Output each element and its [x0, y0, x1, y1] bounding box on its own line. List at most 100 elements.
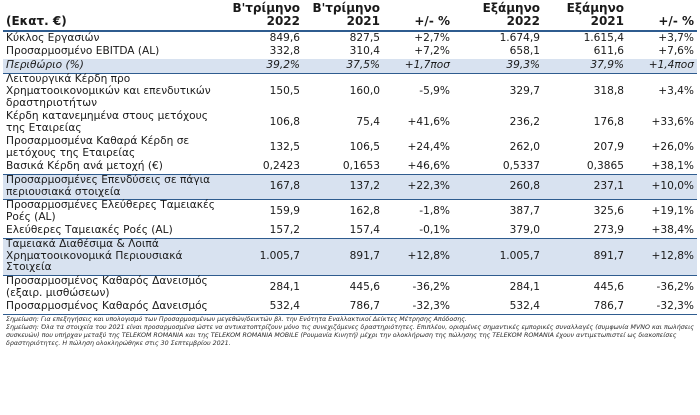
- cell-value: 75,4: [356, 115, 380, 128]
- row-label: Προσαρμοσμένα Καθαρά Κέρδη σε μετόχους τ…: [6, 134, 190, 159]
- cell-value: +7,2%: [414, 45, 450, 58]
- cell-value: 445,6: [349, 280, 380, 293]
- row-label: Λειτουργικά Κέρδη προ Χρηματοοικονομικών…: [6, 73, 211, 109]
- cell-value: +3,4%: [658, 84, 694, 97]
- cell-value: -32,3%: [412, 300, 450, 313]
- results-table: (Εκατ. €) Β'τρίμηνο 2022 Β'τρίμηνο 2021 +/…: [3, 0, 697, 314]
- table-row: Κύκλος Εργασιών 849,6 827,5 +2,7% 1.674,…: [3, 31, 697, 45]
- cell-value: -0,1%: [419, 223, 450, 236]
- cell-value: 236,2: [509, 115, 540, 128]
- cell-value: -36,2%: [412, 280, 450, 293]
- col-header-q2-2021: Β'τρίμηνο 2021: [312, 1, 380, 28]
- cell-value: 1.005,7: [499, 249, 540, 262]
- cell-value: 150,5: [269, 84, 300, 97]
- table-row: Προσαρμοσμένες Επενδύσεις σε πάγια περιο…: [3, 174, 697, 199]
- cell-value: +12,8%: [651, 249, 694, 262]
- cell-value: +26,0%: [651, 140, 694, 153]
- col-header-quarter-change: +/- %: [414, 14, 450, 28]
- row-label: Κύκλος Εργασιών: [6, 31, 100, 44]
- cell-value: 207,9: [593, 140, 624, 153]
- cell-value: -5,9%: [419, 84, 450, 97]
- row-label: Προσαρμοσμένο EBITDA (AL): [6, 45, 160, 58]
- cell-value: 0,1653: [342, 159, 380, 172]
- footnote: Σημείωση: Όλα τα στοιχεία του 2021 είναι…: [6, 324, 694, 347]
- table-row: Ταμειακά Διαθέσιμα & Λοιπά Χρηματοοικονο…: [3, 238, 697, 275]
- table-row: Προσαρμοσμένες Ελεύθερες Ταμειακές Ροές …: [3, 199, 697, 224]
- cell-value: +38,4%: [651, 223, 694, 236]
- footnote: Σημείωση: Για επεξηγήσεις και υπολογισμό…: [6, 316, 467, 323]
- cell-value: 0,2423: [262, 159, 300, 172]
- cell-value: 532,4: [509, 300, 540, 313]
- col-header-h1-2022: Εξάμηνο 2022: [482, 1, 540, 28]
- cell-value: +24,4%: [407, 140, 450, 153]
- cell-value: +3,7%: [658, 31, 694, 44]
- cell-value: 325,6: [593, 204, 624, 217]
- cell-value: 827,5: [349, 31, 380, 44]
- cell-value: +10,0%: [651, 179, 694, 192]
- cell-value: 260,8: [509, 179, 540, 192]
- cell-value: 262,0: [509, 140, 540, 153]
- cell-value: 167,8: [269, 179, 300, 192]
- cell-value: 379,0: [509, 223, 540, 236]
- table-row: Προσαρμοσμένο EBITDA (AL) 332,8 310,4 +7…: [3, 45, 697, 59]
- cell-value: 658,1: [509, 45, 540, 58]
- cell-value: 310,4: [349, 45, 380, 58]
- cell-value: +19,1%: [651, 204, 694, 217]
- cell-value: 157,2: [269, 223, 300, 236]
- table-row: Προσαρμοσμένα Καθαρά Κέρδη σε μετόχους τ…: [3, 135, 697, 160]
- table-row-margin: Περιθώριο (%) 39,2% 37,5% +1,7ποσ 39,3% …: [3, 59, 697, 73]
- cell-value: 387,7: [509, 204, 540, 217]
- cell-value: 137,2: [349, 179, 380, 192]
- row-label: Προσαρμοσμένος Καθαρός Δανεισμός: [6, 300, 208, 313]
- cell-value: -36,2%: [656, 280, 694, 293]
- cell-value: 891,7: [593, 249, 624, 262]
- cell-value: 132,5: [269, 140, 300, 153]
- cell-value: 611,6: [593, 45, 624, 58]
- row-label: Ταμειακά Διαθέσιμα & Λοιπά Χρηματοοικονο…: [6, 238, 183, 274]
- cell-value: +33,6%: [651, 115, 694, 128]
- cell-value: -32,3%: [656, 300, 694, 313]
- cell-value: 37,9%: [590, 58, 624, 71]
- cell-value: 106,5: [349, 140, 380, 153]
- row-label: Κέρδη κατανεμημένα στους μετόχους της Ετ…: [6, 109, 208, 134]
- cell-value: 162,8: [349, 204, 380, 217]
- table-row: Λειτουργικά Κέρδη προ Χρηματοοικονομικών…: [3, 73, 697, 110]
- cell-value: 532,4: [269, 300, 300, 313]
- cell-value: 37,5%: [346, 58, 380, 71]
- cell-value: +46,6%: [407, 159, 450, 172]
- cell-value: +2,7%: [414, 31, 450, 44]
- col-header-half-change: +/- %: [658, 14, 694, 28]
- cell-value: 891,7: [349, 249, 380, 262]
- cell-value: 39,3%: [506, 58, 540, 71]
- cell-value: 284,1: [269, 280, 300, 293]
- table-row: Προσαρμοσμένος Καθαρός Δανεισμός 532,4 7…: [3, 300, 697, 314]
- cell-value: 157,4: [349, 223, 380, 236]
- row-label: Ελεύθερες Ταμειακές Ροές (AL): [6, 223, 173, 236]
- cell-value: 106,8: [269, 115, 300, 128]
- col-header-h1-2021: Εξάμηνο 2021: [566, 1, 624, 28]
- cell-value: 318,8: [593, 84, 624, 97]
- cell-value: 284,1: [509, 280, 540, 293]
- cell-value: 445,6: [593, 280, 624, 293]
- row-label: Προσαρμοσμένες Επενδύσεις σε πάγια περιο…: [6, 173, 211, 198]
- cell-value: +12,8%: [407, 249, 450, 262]
- cell-value: 39,2%: [266, 58, 300, 71]
- cell-value: 176,8: [593, 115, 624, 128]
- table-row: Ελεύθερες Ταμειακές Ροές (AL) 157,2 157,…: [3, 224, 697, 238]
- cell-value: 849,6: [269, 31, 300, 44]
- col-header-q2-2022: Β'τρίμηνο 2022: [232, 1, 300, 28]
- row-label: Περιθώριο (%): [6, 58, 84, 71]
- cell-value: +1,4ποσ: [648, 58, 694, 71]
- cell-value: 1.674,9: [499, 31, 540, 44]
- table-row: Κέρδη κατανεμημένα στους μετόχους της Ετ…: [3, 110, 697, 135]
- cell-value: +22,3%: [407, 179, 450, 192]
- cell-value: 332,8: [269, 45, 300, 58]
- cell-value: 1.615,4: [583, 31, 624, 44]
- cell-value: +7,6%: [658, 45, 694, 58]
- cell-value: 0,5337: [502, 159, 540, 172]
- header-row: (Εκατ. €) Β'τρίμηνο 2022 Β'τρίμηνο 2021 +/…: [3, 0, 697, 31]
- row-label: Βασικά Κέρδη ανά μετοχή (€): [6, 159, 163, 172]
- cell-value: 786,7: [349, 300, 380, 313]
- cell-value: 160,0: [349, 84, 380, 97]
